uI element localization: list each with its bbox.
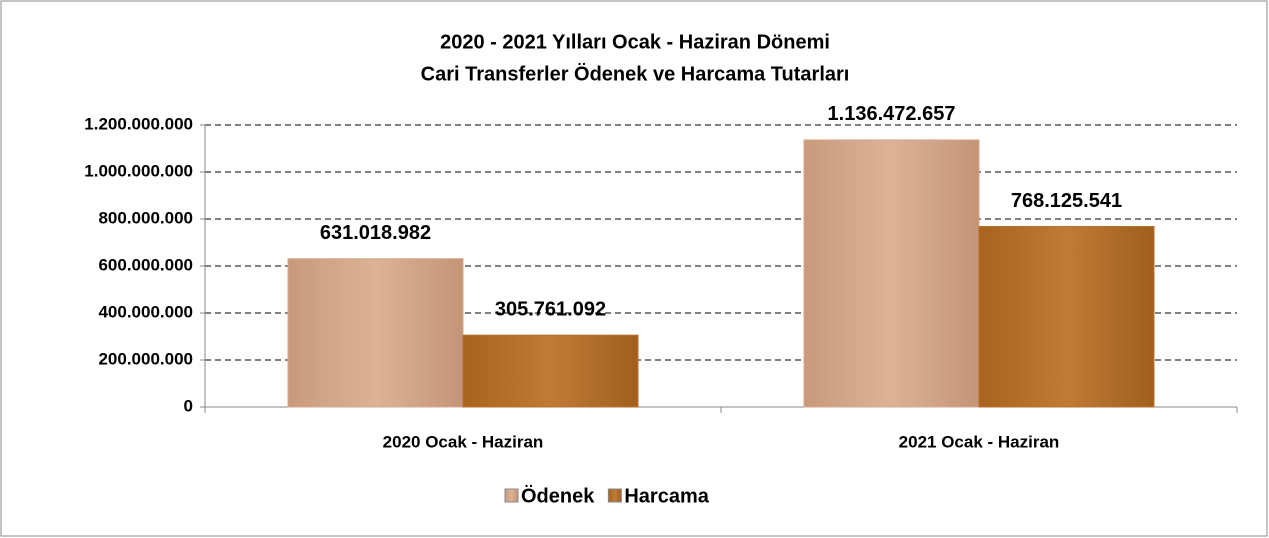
legend-swatch bbox=[504, 488, 519, 503]
legend-swatch bbox=[607, 488, 622, 503]
legend-label: Ödenek bbox=[521, 484, 595, 507]
legend-label: Harcama bbox=[624, 485, 709, 507]
y-tick-label: 0 bbox=[184, 396, 193, 415]
chart-title: 2020 - 2021 Yılları Ocak - Haziran Dönem… bbox=[440, 31, 830, 53]
bar bbox=[978, 225, 1155, 408]
x-tick-label: 2021 Ocak - Haziran bbox=[899, 432, 1060, 451]
value-label: 305.761.092 bbox=[495, 298, 606, 320]
value-label: 631.018.982 bbox=[320, 222, 431, 244]
y-tick-label: 1.000.000.000 bbox=[84, 161, 193, 180]
bar bbox=[803, 139, 980, 408]
bar bbox=[287, 258, 464, 408]
chart-title: Cari Transferler Ödenek ve Harcama Tutar… bbox=[421, 62, 850, 85]
value-label: 768.125.541 bbox=[1011, 190, 1122, 212]
x-tick-label: 2020 Ocak - Haziran bbox=[383, 432, 544, 451]
y-tick-label: 800.000.000 bbox=[98, 208, 193, 227]
y-tick-label: 1.200.000.000 bbox=[84, 114, 193, 133]
y-tick-label: 200.000.000 bbox=[98, 349, 193, 368]
y-tick-label: 600.000.000 bbox=[98, 255, 193, 274]
value-label: 1.136.472.657 bbox=[828, 103, 956, 125]
y-tick-label: 400.000.000 bbox=[98, 302, 193, 321]
bar bbox=[462, 334, 639, 408]
